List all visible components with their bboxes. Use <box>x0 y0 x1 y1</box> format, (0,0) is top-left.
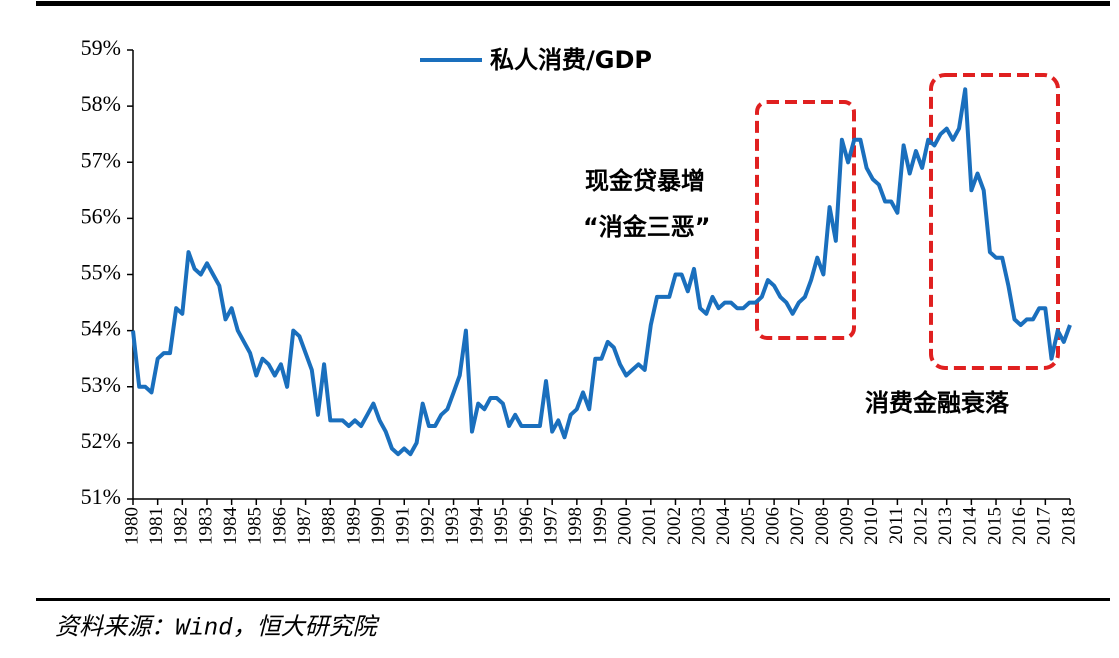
x-tick-label: 2007 <box>787 507 808 545</box>
series-line <box>131 87 1072 457</box>
x-tick-label: 1984 <box>220 507 241 546</box>
y-tick-label: 53% <box>81 372 121 397</box>
bottom-rule <box>36 598 1110 601</box>
x-tick-label: 1980 <box>121 507 142 545</box>
x-tick-label: 2016 <box>1009 507 1030 545</box>
annotation: 现金贷暴增 <box>585 167 705 195</box>
x-tick-label: 2017 <box>1034 507 1055 545</box>
y-tick-label: 52% <box>81 428 121 453</box>
top-rule <box>36 1 1110 6</box>
x-tick-label: 1997 <box>541 507 562 545</box>
x-tick-label: 2005 <box>738 507 759 545</box>
x-tick-label: 1995 <box>491 507 512 545</box>
x-tick-label: 1986 <box>269 507 290 545</box>
source-note: 资料来源：Wind，恒大研究院 <box>55 613 381 642</box>
x-tick-label: 1998 <box>565 507 586 545</box>
y-tick-label: 56% <box>81 203 121 228</box>
x-tick-label: 1981 <box>146 507 167 545</box>
highlight-box <box>755 100 856 340</box>
x-tick-label: 2011 <box>886 507 907 544</box>
x-tick-label: 2000 <box>615 507 636 545</box>
x-tick-label: 2001 <box>639 507 660 545</box>
annotation: “消金三恶” <box>583 213 711 241</box>
x-tick-label: 2003 <box>688 507 709 545</box>
highlight-box <box>929 73 1060 370</box>
x-tick-label: 1999 <box>590 507 611 545</box>
y-tick-label: 57% <box>81 147 121 172</box>
y-tick-label: 59% <box>81 35 121 60</box>
x-tick-label: 1992 <box>417 507 438 545</box>
x-tick-label: 1993 <box>442 507 463 545</box>
x-tick-label: 1988 <box>319 507 340 545</box>
x-tick-label: 2002 <box>664 507 685 545</box>
x-tick-label: 2018 <box>1058 507 1079 545</box>
x-tick-label: 1990 <box>368 507 389 545</box>
x-tick-label: 1996 <box>516 507 537 545</box>
y-tick-label: 54% <box>81 316 121 341</box>
x-tick-label: 2009 <box>836 507 857 545</box>
x-tick-label: 2012 <box>910 507 931 545</box>
x-tick-label: 1989 <box>343 507 364 545</box>
x-tick-label: 2014 <box>960 507 981 546</box>
y-tick-label: 55% <box>81 260 121 285</box>
x-tick-label: 1991 <box>393 507 414 545</box>
legend-label: 私人消费/GDP <box>490 46 652 74</box>
x-tick-label: 2015 <box>984 507 1005 545</box>
x-tick-label: 1987 <box>294 507 315 545</box>
x-tick-label: 2006 <box>762 507 783 545</box>
x-tick-label: 1982 <box>171 507 192 545</box>
x-tick-label: 2013 <box>935 507 956 545</box>
y-tick-label: 58% <box>81 91 121 116</box>
x-tick-label: 2004 <box>713 507 734 546</box>
x-tick-label: 1983 <box>195 507 216 545</box>
y-tick-label: 51% <box>81 484 121 509</box>
x-tick-label: 2008 <box>812 507 833 545</box>
annotation: 消费金融衰落 <box>865 389 1010 417</box>
x-tick-label: 2010 <box>861 507 882 545</box>
x-tick-label: 1994 <box>467 507 488 546</box>
x-tick-label: 1985 <box>245 507 266 545</box>
